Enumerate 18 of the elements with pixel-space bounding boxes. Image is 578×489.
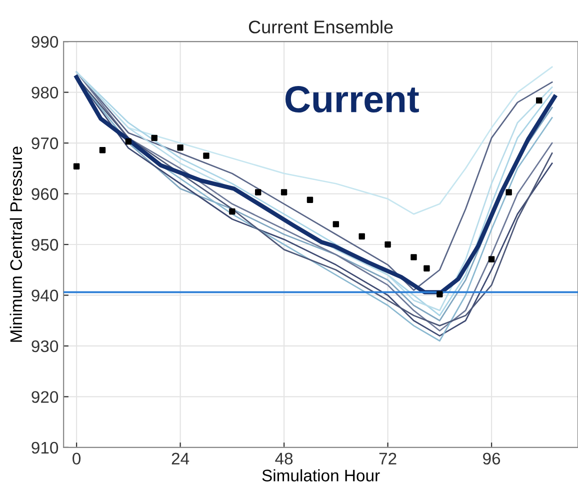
y-tick-label: 960 <box>32 188 58 200</box>
x-tick-label: 0 <box>72 452 81 465</box>
annotation: Current <box>285 86 419 113</box>
x-tick-label: 96 <box>483 452 500 465</box>
y-tick-label: 950 <box>32 238 58 251</box>
chart-title: Current Ensemble <box>248 20 393 34</box>
y-axis-title: Minimum Central Pressure <box>10 146 22 342</box>
y-tick-label: 980 <box>32 86 58 98</box>
x-tick-label: 48 <box>275 452 293 465</box>
x-tick-label: 72 <box>379 452 396 464</box>
y-tick-label: 940 <box>32 290 58 302</box>
y-tick-label: 990 <box>32 36 58 48</box>
y-tick-label: 920 <box>32 391 58 403</box>
y-tick-label: 970 <box>32 137 58 150</box>
y-tick-label: 910 <box>32 442 58 454</box>
x-tick-label: 24 <box>172 452 190 464</box>
y-tick-label: 930 <box>32 340 58 352</box>
x-axis-title: Simulation Hour <box>262 469 380 482</box>
